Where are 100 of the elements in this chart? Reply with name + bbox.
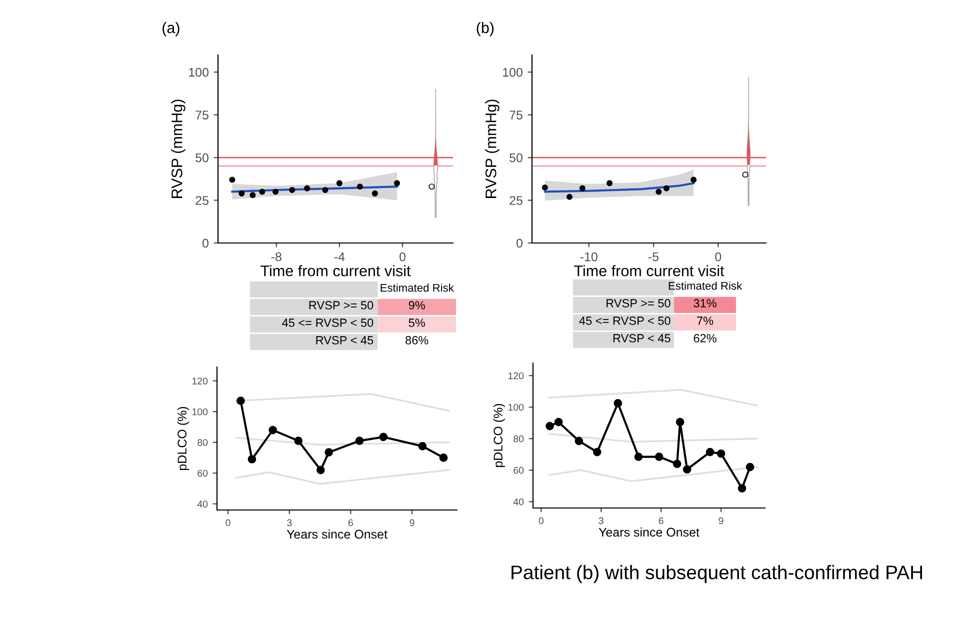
point (439, 454, 448, 462)
point (272, 188, 279, 195)
y-axis-title: RVSP (mmHg) (485, 100, 500, 198)
point (634, 452, 643, 461)
text: 5% (408, 318, 425, 327)
y-tick-label: 40 (513, 498, 524, 506)
point (579, 185, 586, 192)
x-axis-title: Years since Onset (286, 529, 388, 539)
point (394, 180, 400, 186)
line-series (548, 466, 758, 482)
point (654, 452, 664, 461)
y-tick-label: 25 (510, 196, 522, 205)
x-axis-title: Years since Onset (598, 527, 700, 537)
x-tick-label: 9 (718, 517, 724, 524)
y-axis-title: pDLCO (%) (177, 406, 189, 470)
y-tick-label: 100 (508, 404, 524, 411)
point (706, 448, 714, 456)
point (229, 176, 236, 183)
y-tick-label: 80 (198, 439, 208, 446)
x-tick-label: 0 (715, 252, 722, 262)
point (676, 418, 684, 426)
text: 31% (694, 299, 716, 308)
point (248, 455, 256, 464)
x-tick-label: 3 (598, 517, 604, 524)
y-tick-label: 120 (508, 372, 524, 380)
x-axis-title: Time from current visit (260, 265, 411, 276)
y-tick-label: 60 (514, 466, 524, 474)
point (742, 172, 748, 178)
y-tick-label: 100 (189, 68, 208, 77)
point (289, 187, 296, 194)
y-tick-label: 60 (198, 470, 208, 477)
point (592, 448, 602, 456)
point (356, 184, 363, 190)
chart-title: (b) (476, 22, 494, 36)
x-tick-label: -4 (334, 252, 345, 262)
point (574, 436, 584, 446)
x-tick-label: 6 (348, 519, 353, 526)
point (614, 399, 622, 408)
point (372, 190, 378, 196)
point (238, 190, 245, 196)
y-tick-label: 0 (516, 238, 522, 248)
point (746, 462, 754, 472)
text: Estimated Risk (668, 282, 742, 290)
text: 62% (694, 334, 716, 342)
y-tick-label: 75 (510, 110, 522, 120)
point (236, 396, 245, 405)
x-tick-label: -8 (271, 252, 282, 262)
y-tick-label: 80 (514, 435, 524, 442)
point (738, 484, 746, 492)
point (250, 192, 256, 198)
y-tick-label: 75 (196, 110, 208, 120)
x-tick-label: -5 (648, 252, 659, 262)
x-tick-label: 0 (226, 519, 230, 526)
point (428, 184, 435, 190)
point (663, 185, 670, 192)
text: Estimated Risk (380, 284, 454, 292)
point (716, 449, 726, 458)
chart-title: (a) (162, 22, 180, 36)
point (672, 460, 682, 468)
y-axis-title: RVSP (mmHg) (171, 100, 186, 198)
point (554, 418, 563, 426)
category-label: 45 <= RVSP < 50 (579, 316, 670, 325)
point (546, 422, 554, 430)
category-label: RVSP < 45 (316, 336, 374, 344)
y-axis-title: pDLCO (%) (493, 404, 505, 467)
point (355, 436, 364, 445)
line-series (235, 469, 450, 485)
text: Patient (b) with subsequent cath-confirmed PAH (512, 565, 922, 584)
y-tick-label: 50 (196, 153, 208, 162)
point (316, 466, 325, 474)
x-tick-label: -10 (580, 252, 598, 262)
point (566, 194, 573, 200)
category-label: RVSP < 45 (613, 334, 670, 342)
point (324, 448, 333, 457)
text: 86% (406, 336, 428, 344)
point (690, 176, 697, 183)
point (418, 442, 427, 450)
x-tick-label: 6 (658, 517, 664, 524)
text: 9% (408, 301, 425, 310)
point (542, 184, 548, 190)
y-tick-label: 50 (510, 153, 522, 162)
point (322, 187, 328, 194)
point (336, 180, 342, 186)
point (304, 185, 310, 192)
y-tick-label: 100 (192, 408, 208, 416)
x-tick-label: 0 (400, 252, 406, 262)
point (259, 188, 266, 195)
point (606, 180, 613, 186)
y-tick-label: 120 (192, 378, 208, 384)
point (682, 465, 692, 474)
y-tick-label: 0 (202, 238, 208, 248)
x-tick-label: 3 (287, 519, 292, 526)
point (656, 188, 662, 195)
x-tick-label: 9 (410, 519, 414, 526)
y-tick-label: 25 (196, 196, 208, 205)
y-tick-label: 40 (197, 500, 208, 508)
text: 7% (697, 316, 714, 325)
x-axis-title: Time from current visit (574, 265, 724, 276)
category-label: RVSP >= 50 (606, 299, 670, 308)
x-tick-label: 0 (538, 517, 544, 524)
